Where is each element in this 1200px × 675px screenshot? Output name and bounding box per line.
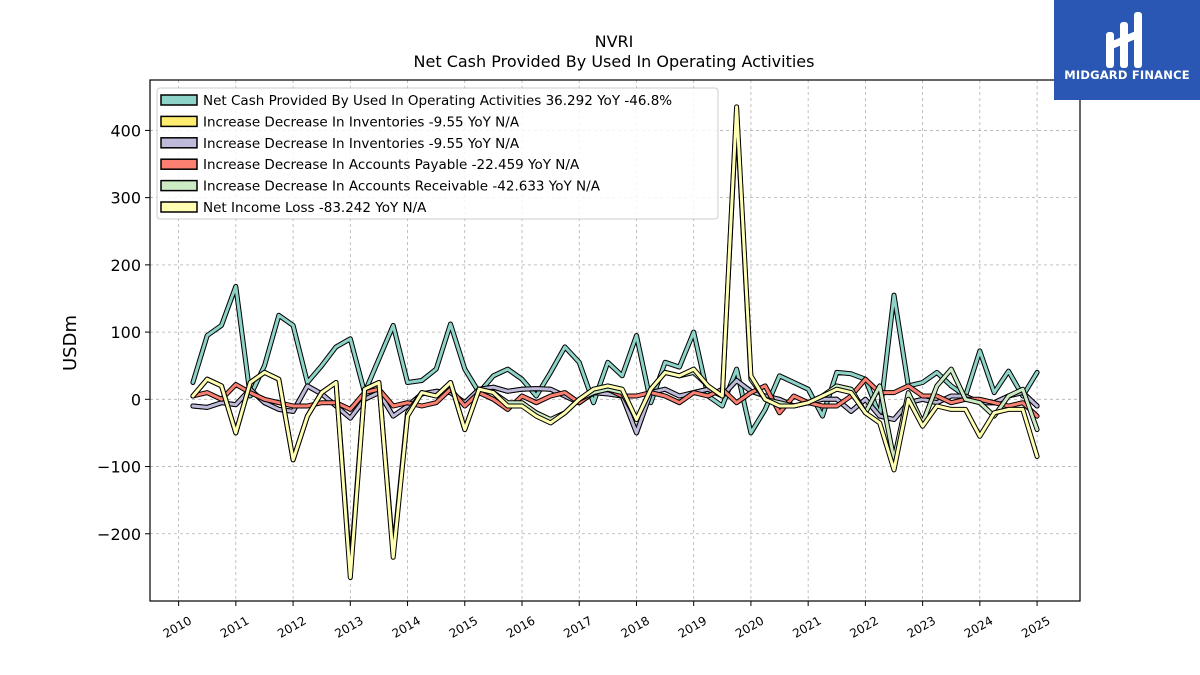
legend-swatch [160,137,198,149]
y-tick-label: 300 [110,189,141,208]
x-tick-label: 2011 [218,613,251,640]
x-tick-label: 2012 [275,613,308,640]
y-tick-label: 100 [110,323,141,342]
x-tick-label: 2018 [619,613,652,640]
midgard-logo-icon [1106,12,1142,68]
x-tick-label: 2021 [790,613,823,640]
x-tick-label: 2013 [332,613,365,640]
x-tick-label: 2022 [847,613,880,640]
x-ticks: 2010 2011 2012 2013 2014 2015 2016 2017 2018 2019… [161,601,1053,641]
x-tick-label: 2014 [390,613,423,640]
x-tick-label: 2016 [504,613,537,640]
x-tick-label: 2020 [733,613,766,640]
legend-label: Increase Decrease In Accounts Receivable… [203,179,601,195]
y-tick-label: 400 [110,121,141,140]
y-tick-label: 0 [131,390,141,409]
series-line [191,284,1039,435]
legend-label: Net Cash Provided By Used In Operating A… [203,93,672,109]
series-layer [190,104,1040,580]
y-tick-label: −200 [97,525,141,544]
x-tick-label: 2017 [561,613,594,640]
x-tick-label: 2023 [905,613,938,640]
series-line [191,105,1039,579]
legend-swatch [160,158,198,170]
chart-title: NVRI [595,32,634,51]
y-tick-label: 200 [110,256,141,275]
legend-swatch [160,179,198,192]
y-ticks: −200 −100 0 100 200 300 400 [97,121,150,544]
brand-name: MIDGARD FINANCE [1064,68,1190,82]
legend-swatch [160,115,198,128]
x-tick-label: 2025 [1019,613,1052,640]
x-tick-label: 2019 [676,613,709,640]
chart-subtitle: Net Cash Provided By Used In Operating A… [414,52,815,71]
legend-swatch [160,94,198,106]
legend-swatch [160,201,198,213]
y-tick-label: −100 [97,458,141,477]
x-tick-label: 2010 [161,613,194,640]
y-axis-label: USDm [60,315,81,371]
brand-logo: MIDGARD FINANCE [1054,0,1200,100]
legend-label: Net Income Loss -83.242 YoY N/A [203,200,427,216]
legend-label: Increase Decrease In Inventories -9.55 Y… [203,114,520,130]
legend: Net Cash Provided By Used In Operating A… [156,87,719,220]
series-line-outline [190,283,1040,436]
x-tick-label: 2024 [962,613,995,640]
legend-box [156,87,719,220]
legend-label: Increase Decrease In Accounts Payable -2… [203,157,580,173]
x-tick-label: 2015 [447,613,480,640]
legend-label: Increase Decrease In Inventories -9.55 Y… [203,136,520,152]
plot-frame [149,79,1081,602]
